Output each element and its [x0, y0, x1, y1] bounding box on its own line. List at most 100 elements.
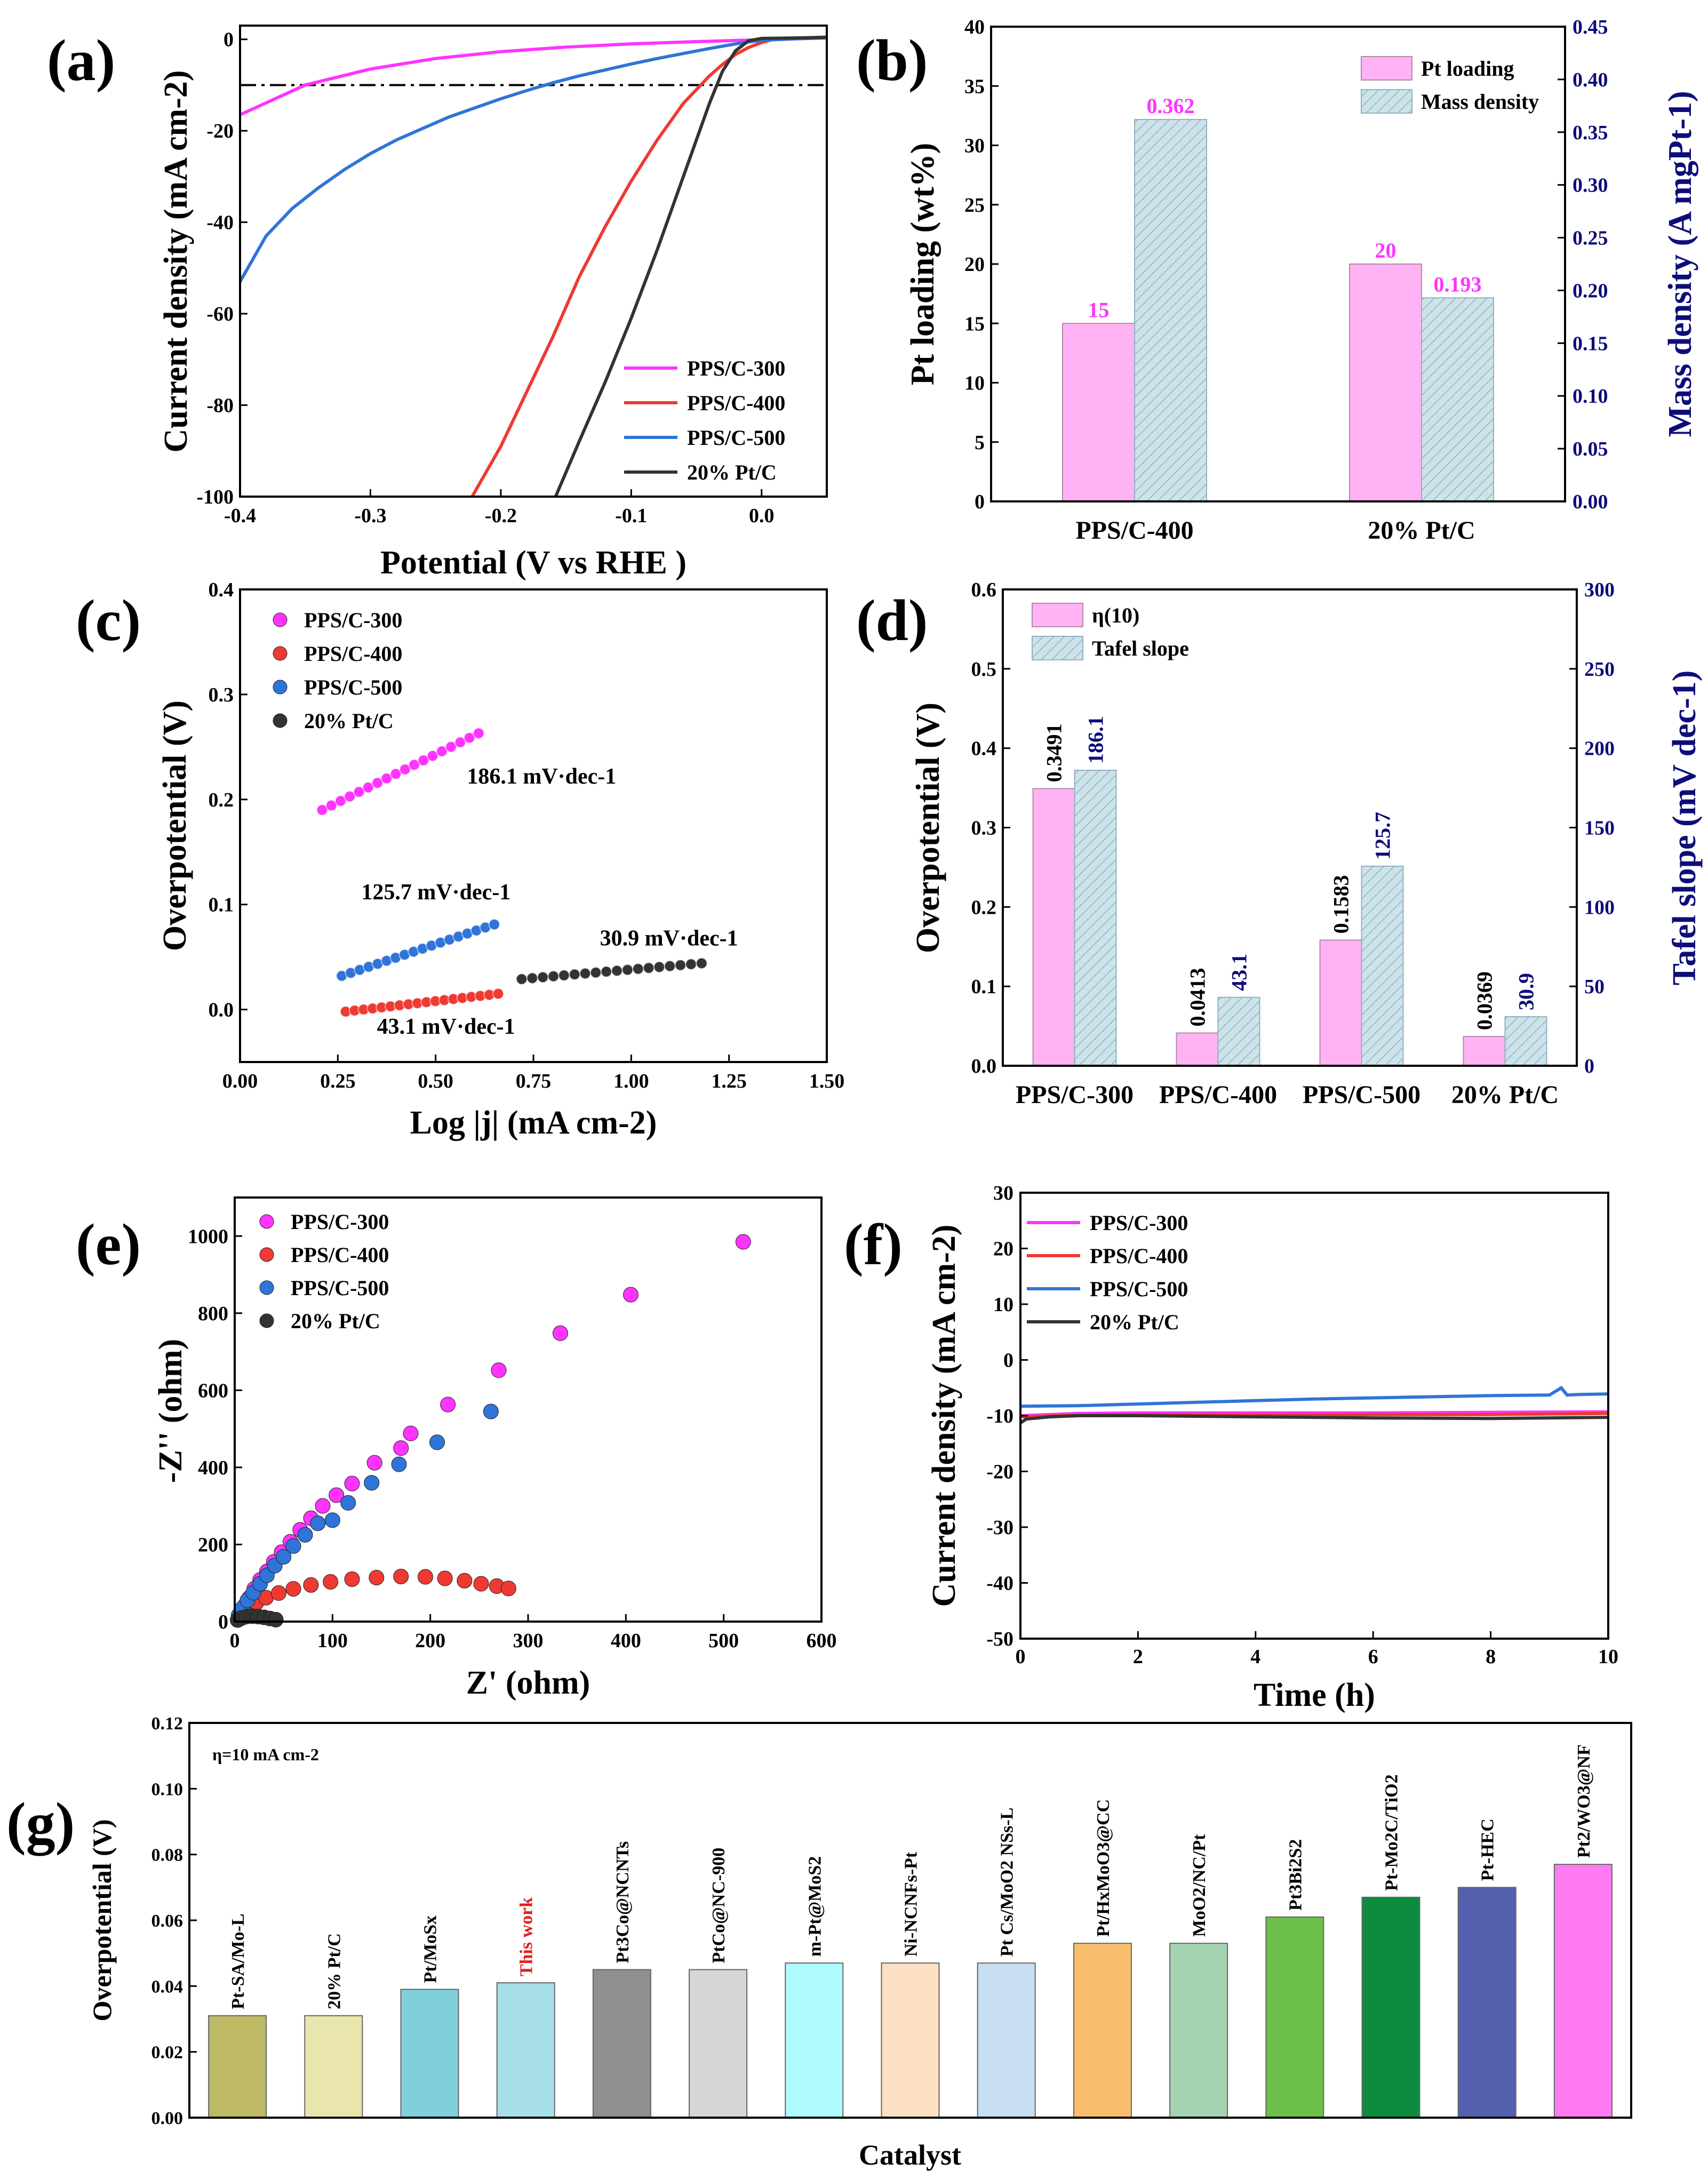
data-point — [297, 1527, 313, 1543]
bar — [1553, 1864, 1613, 2119]
bar-value-label: 15 — [1088, 298, 1110, 322]
bar — [977, 1962, 1036, 2119]
y-tick-label: 10 — [964, 372, 985, 395]
legend-label: PPS/C-400 — [1090, 1244, 1188, 1268]
legend-marker — [259, 1313, 274, 1328]
y-right-tick-label: 0.05 — [1573, 438, 1608, 460]
data-point — [457, 1573, 473, 1589]
legend-label: η(10) — [1092, 603, 1139, 627]
y-tick-label: 35 — [964, 75, 985, 98]
data-point — [362, 781, 374, 794]
x-tick-label: 600 — [807, 1630, 837, 1652]
bar — [881, 1962, 940, 2119]
y-tick-label: 0.3 — [971, 817, 997, 840]
y-axis-title-b: Pt loading (wt%) — [905, 143, 941, 386]
legend-marker — [273, 713, 288, 728]
data-point — [558, 969, 570, 981]
data-point — [323, 1574, 339, 1590]
data-point — [696, 957, 708, 969]
slope-label: 30.9 mV·dec-1 — [600, 926, 738, 951]
bar-category-label: Pt Cs/MoO2 NSs-L — [997, 1808, 1017, 1957]
data-point — [371, 777, 384, 789]
data-point — [440, 1396, 456, 1412]
legend-swatch — [1032, 603, 1083, 627]
bar-value-label: 0.0413 — [1186, 968, 1210, 1027]
data-point — [399, 763, 411, 776]
y-tick-label: -10 — [986, 1405, 1013, 1427]
x-tick-label: 0.00 — [222, 1070, 258, 1092]
legend-marker — [259, 1214, 274, 1229]
x-tick-label: -0.1 — [615, 505, 647, 527]
bar-value-label: 43.1 — [1227, 954, 1251, 991]
y-axis-title-a: Current density (mA cm-2) — [158, 70, 194, 453]
bar-category-label: Pt2/WO3@NF — [1574, 1744, 1594, 1858]
bar-category-label: Pt3Bi2S2 — [1286, 1839, 1305, 1911]
y-right-tick-label: 150 — [1584, 817, 1615, 840]
bar-category-label: Pt/HxMoO3@CC — [1094, 1799, 1113, 1937]
x-tick-label: 0 — [230, 1630, 240, 1652]
y-tick-label: 0.02 — [151, 2043, 183, 2063]
y-tick-label: 0.1 — [971, 976, 997, 998]
data-point — [380, 772, 393, 785]
x-axis-title-g: Catalyst — [859, 2139, 961, 2171]
legend-label: PPS/C-300 — [1090, 1211, 1188, 1235]
legend-label: 20% Pt/C — [291, 1309, 380, 1333]
bar-right — [1074, 770, 1117, 1066]
y-tick-label: 0.4 — [209, 579, 234, 601]
x-tick-label: 400 — [611, 1630, 641, 1652]
bar-left — [1062, 323, 1135, 502]
bar — [400, 1989, 459, 2118]
y-right-tick-label: 0.25 — [1573, 227, 1608, 250]
panel-label-g: (g) — [6, 1791, 75, 1856]
legend-label: Tafel slope — [1092, 636, 1189, 660]
data-point — [437, 1570, 453, 1586]
y-tick-label: 0 — [218, 1611, 228, 1633]
y-tick-label: 0.12 — [151, 1714, 183, 1734]
data-point — [454, 736, 466, 748]
panel-label-a: (a) — [47, 28, 115, 93]
x-tick-label: 0 — [1016, 1646, 1026, 1668]
x-tick-label: 1.50 — [809, 1070, 845, 1092]
bar-value-label: 186.1 — [1084, 716, 1108, 764]
x-tick-label: 8 — [1486, 1646, 1496, 1668]
data-point — [364, 1475, 380, 1491]
data-point — [427, 750, 439, 762]
legend-b: Pt loading Mass density — [1361, 56, 1539, 114]
data-point — [621, 964, 634, 976]
data-point — [579, 968, 592, 980]
panel-a: (a) -0.4 -0.3 -0.2 -0.1 0.0 -100 -80 -60 -40 -20 0… — [47, 25, 828, 581]
data-point — [632, 963, 644, 975]
bar — [592, 1969, 651, 2118]
legend-c: PPS/C-300 PPS/C-400 PPS/C-500 20% Pt/C — [273, 608, 402, 733]
y-tick-label: -80 — [206, 395, 234, 417]
y-tick-label: 30 — [964, 135, 985, 157]
legend-label: Pt loading — [1421, 57, 1514, 81]
x-axis-title-e: Z' (ohm) — [466, 1665, 590, 1701]
legend-swatch — [1361, 56, 1412, 81]
series-line — [554, 36, 827, 497]
data-point — [408, 759, 420, 771]
y-tick-label: -40 — [206, 212, 234, 234]
y-tick-label: 30 — [993, 1182, 1013, 1204]
y-right-tick-label: 250 — [1584, 658, 1615, 681]
data-point — [276, 1549, 292, 1565]
x-tick-label: 0.75 — [516, 1070, 552, 1092]
data-point — [340, 1495, 356, 1511]
data-point — [611, 964, 623, 977]
data-point — [445, 741, 457, 753]
bar-category-label: m-Pt@MoS2 — [805, 1856, 825, 1957]
bar-right — [1134, 119, 1207, 502]
data-point — [285, 1581, 301, 1597]
y-right-tick-label: 0.00 — [1573, 491, 1608, 513]
data-point — [271, 1585, 286, 1601]
y-tick-label: 20 — [993, 1238, 1013, 1260]
category-label: 20% Pt/C — [1451, 1081, 1559, 1109]
y-tick-label: 0.08 — [151, 1846, 183, 1865]
data-point — [429, 1434, 445, 1450]
y-tick-label: -100 — [196, 486, 234, 508]
y-right-tick-label: 0 — [1584, 1055, 1594, 1077]
data-point — [310, 1515, 326, 1531]
legend-label: PPS/C-400 — [291, 1243, 389, 1267]
bar-category-label: Ni-NCNFs-Pt — [901, 1851, 921, 1957]
y-tick-label: 0.04 — [151, 1977, 183, 1997]
